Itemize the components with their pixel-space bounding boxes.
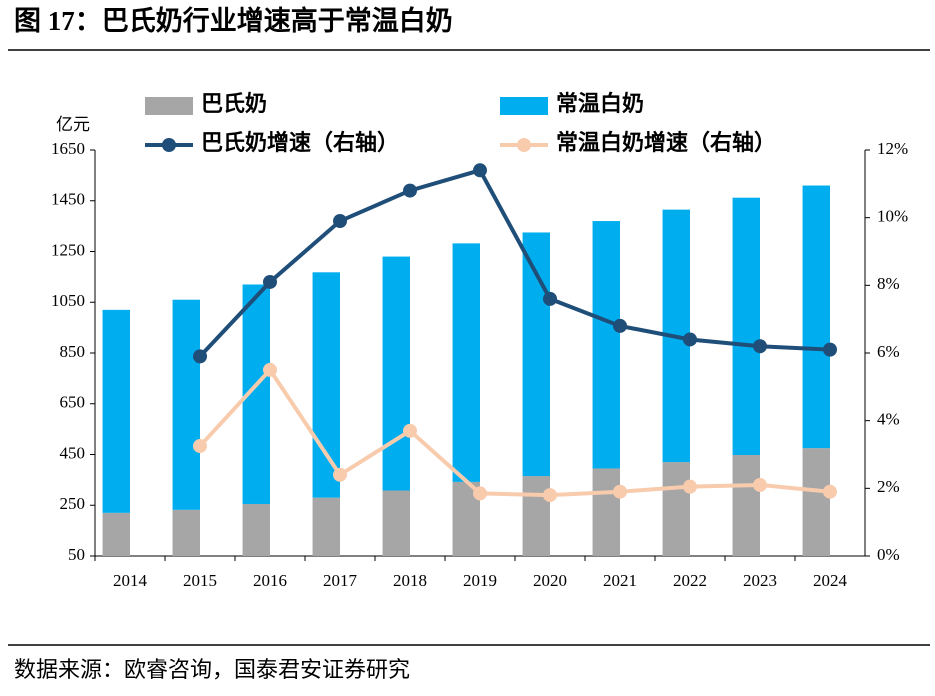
y-tick-label: 250: [60, 494, 86, 513]
point: [823, 484, 837, 499]
bar: [172, 509, 200, 556]
point: [543, 488, 557, 503]
x-tick-label: 2014: [113, 571, 148, 590]
point: [193, 439, 207, 454]
legend-marker: [162, 138, 176, 152]
bar: [802, 448, 830, 556]
bar: [102, 309, 130, 513]
legend-label: 常温白奶增速（右轴）: [556, 130, 776, 155]
y2-tick-label: 2%: [877, 477, 900, 496]
point: [753, 477, 767, 492]
x-tick-label: 2015: [183, 571, 217, 590]
legend-label: 巴氏奶增速（右轴）: [201, 130, 399, 155]
x-tick-label: 2020: [533, 571, 567, 590]
point: [333, 214, 347, 229]
bar: [242, 503, 270, 556]
x-tick-label: 2021: [603, 571, 637, 590]
x-tick-label: 2016: [253, 571, 287, 590]
x-tick-label: 2019: [463, 571, 497, 590]
chart-title: 图 17：巴氏奶行业增速高于常温白奶: [14, 5, 453, 36]
x-tick-label: 2022: [673, 571, 707, 590]
source: 数据来源：欧睿咨询，国泰君安证券研究: [14, 657, 410, 682]
bar: [592, 221, 620, 469]
bar: [312, 272, 340, 498]
legend-marker: [517, 138, 531, 152]
y-tick-label: 650: [60, 393, 86, 412]
point: [193, 349, 207, 364]
bar: [522, 232, 550, 477]
legend-swatch: [145, 97, 193, 115]
bar: [732, 197, 760, 456]
point: [613, 484, 627, 499]
point: [683, 479, 697, 494]
y2-tick-label: 6%: [877, 342, 900, 361]
point: [403, 183, 417, 198]
point: [683, 332, 697, 347]
bar: [102, 512, 130, 556]
point: [613, 318, 627, 333]
legend-swatch: [500, 97, 548, 115]
bar: [732, 455, 760, 556]
y-tick-label: 1650: [51, 139, 85, 158]
point: [263, 362, 277, 377]
legend-label: 巴氏奶: [201, 91, 267, 116]
x-tick-label: 2023: [743, 571, 777, 590]
point: [473, 486, 487, 501]
bar: [312, 497, 340, 556]
y2-tick-label: 4%: [877, 410, 900, 429]
y2-tick-label: 0%: [877, 545, 900, 564]
bar: [382, 490, 410, 556]
line: [198, 167, 831, 358]
point: [403, 423, 417, 438]
y2-tick-label: 12%: [877, 139, 908, 158]
x-tick-label: 2017: [323, 571, 358, 590]
point: [333, 467, 347, 482]
point: [823, 342, 837, 357]
bar: [452, 243, 480, 482]
line: [198, 366, 831, 498]
bar: [802, 185, 830, 449]
point: [263, 274, 277, 289]
bar: [172, 299, 200, 510]
bar: [382, 256, 410, 491]
y2-tick-label: 8%: [877, 274, 900, 293]
y2-tick-label: 10%: [877, 207, 908, 226]
y-tick-label: 1050: [51, 291, 85, 310]
bar: [662, 462, 690, 556]
legend-label: 常温白奶: [556, 91, 644, 116]
point: [473, 163, 487, 178]
x-tick-label: 2018: [393, 571, 427, 590]
x-tick-label: 2024: [813, 571, 848, 590]
y-tick-label: 850: [60, 342, 86, 361]
point: [543, 291, 557, 306]
y-tick-label: 450: [60, 443, 86, 462]
y-tick-label: 1250: [51, 240, 85, 259]
y-tick-label: 1450: [51, 190, 85, 209]
y-tick-label: 50: [68, 545, 85, 564]
bar: [592, 468, 620, 556]
bar: [522, 476, 550, 556]
y-axis-label: 亿元: [56, 115, 90, 134]
point: [753, 339, 767, 354]
